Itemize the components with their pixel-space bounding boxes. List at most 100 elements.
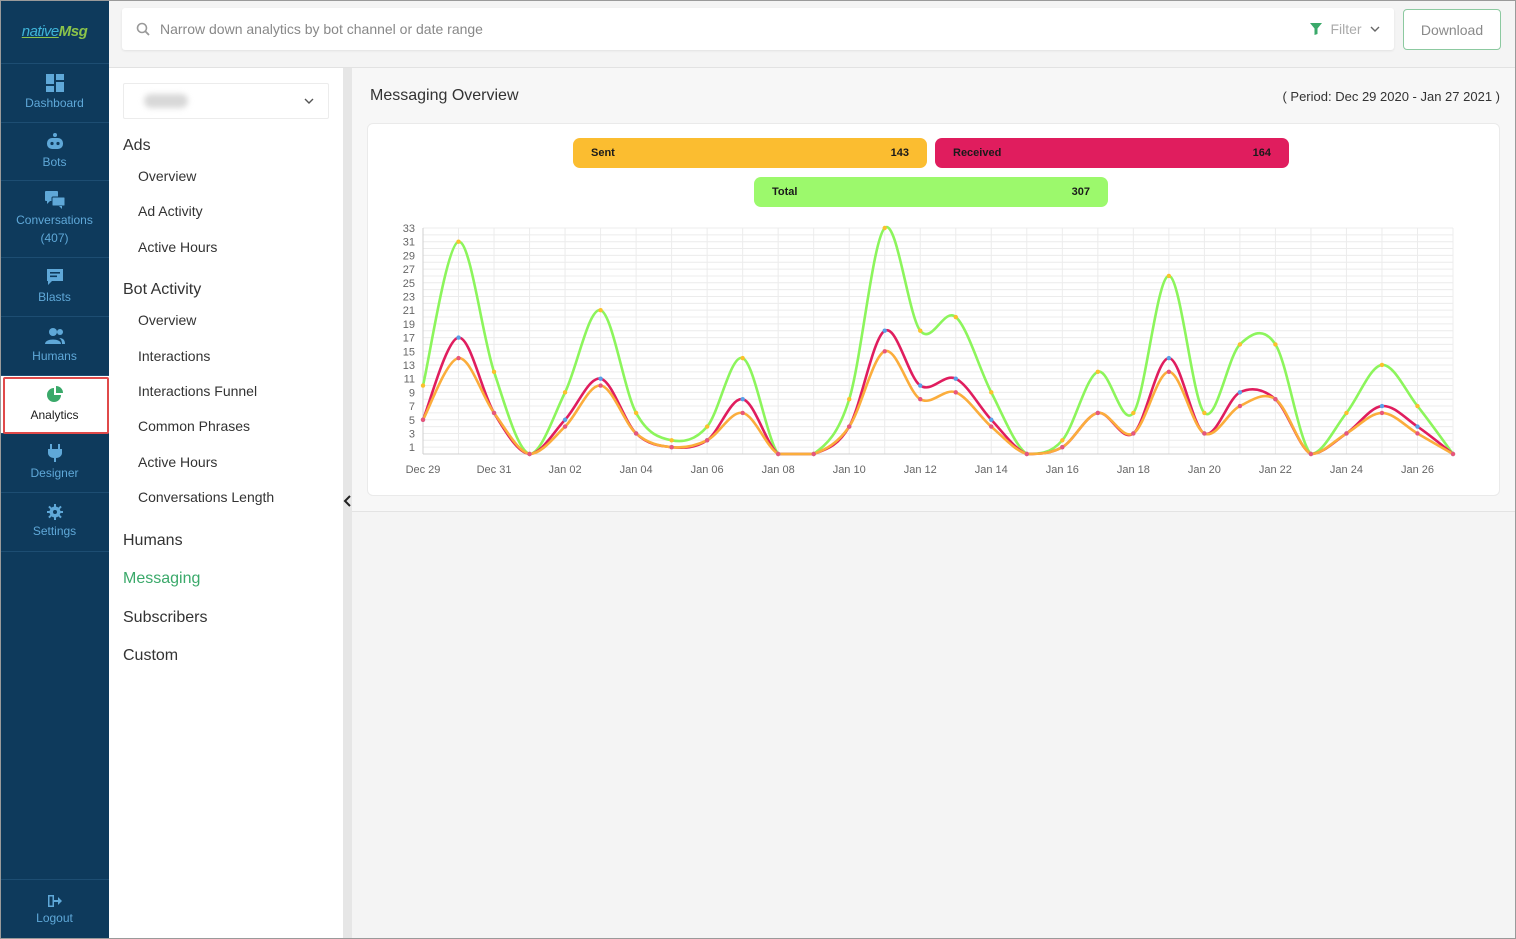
received-label: Received [953, 147, 1002, 159]
x-tick-label: Jan 12 [904, 464, 937, 476]
data-point-total [1237, 342, 1243, 347]
filter-icon [1310, 23, 1323, 35]
data-point-total [633, 410, 639, 416]
total-summary[interactable]: Total 307 [754, 177, 1108, 207]
download-button[interactable]: Download [1403, 9, 1501, 50]
section-custom[interactable]: Custom [123, 647, 179, 664]
data-point-received [1237, 390, 1243, 395]
nav-item-bots[interactable]: Bots [0, 123, 109, 181]
y-tick-label: 31 [403, 237, 415, 249]
data-point-sent [811, 451, 816, 457]
search-input[interactable] [160, 21, 1394, 37]
data-point-received [989, 417, 994, 422]
data-point-sent [1237, 403, 1243, 409]
sidebar-item-interactions[interactable]: Interactions [138, 348, 211, 364]
data-point-sent [1450, 451, 1456, 457]
section-messaging[interactable]: Messaging [123, 570, 201, 587]
nav-item-dashboard[interactable]: Dashboard [0, 64, 109, 123]
sidebar-item-bot-overview[interactable]: Overview [138, 312, 197, 328]
data-point-sent [989, 424, 994, 429]
data-point-received [1415, 424, 1420, 429]
x-tick-label: Jan 24 [1330, 464, 1363, 476]
section-humans[interactable]: Humans [123, 532, 183, 549]
sidebar-item-ads-overview[interactable]: Overview [138, 168, 197, 184]
data-point-received [953, 376, 958, 381]
analytics-sidebar: Ads Overview Ad Activity Active Hours Bo… [109, 68, 343, 939]
data-point-received [740, 397, 745, 402]
nav-item-settings[interactable]: Settings [0, 493, 109, 552]
designer-icon [47, 444, 62, 462]
data-point-sent [1379, 410, 1385, 416]
data-point-sent [775, 451, 781, 457]
gear-icon [46, 504, 63, 520]
data-point-total [491, 369, 497, 375]
data-point-total [847, 397, 852, 402]
data-point-sent [847, 424, 852, 429]
nav-label: Analytics [30, 407, 79, 422]
sidebar-item-conversations-length[interactable]: Conversations Length [138, 489, 275, 505]
nav-item-analytics[interactable]: Analytics [0, 376, 109, 434]
data-point-total [1060, 438, 1065, 443]
data-point-received [598, 376, 603, 381]
section-bot-activity[interactable]: Bot Activity [123, 281, 202, 298]
data-point-received [456, 335, 461, 340]
sidebar-item-bot-active-hours[interactable]: Active Hours [138, 454, 218, 470]
data-point-total [1415, 403, 1420, 409]
x-tick-label: Dec 31 [477, 464, 512, 476]
data-point-total [456, 239, 461, 244]
data-point-sent [1308, 451, 1314, 457]
data-point-total [1166, 273, 1172, 279]
data-point-total [598, 307, 603, 313]
logout-button[interactable]: Logout [0, 879, 109, 939]
section-subscribers[interactable]: Subscribers [123, 609, 208, 626]
x-tick-label: Jan 26 [1401, 464, 1434, 476]
sent-label: Sent [591, 147, 615, 159]
data-point-sent [456, 355, 461, 361]
y-tick-label: 1 [409, 442, 415, 454]
data-point-total [1273, 342, 1278, 347]
y-tick-label: 15 [403, 346, 415, 358]
data-point-total [1131, 410, 1136, 416]
section-ads[interactable]: Ads [123, 137, 151, 154]
data-point-sent [953, 390, 958, 395]
sent-summary[interactable]: Sent 143 [573, 138, 927, 168]
data-point-sent [1344, 431, 1349, 436]
sidebar-item-interactions-funnel[interactable]: Interactions Funnel [138, 383, 258, 399]
left-nav: native Msg Dashboard Bots Conversations (… [0, 0, 109, 939]
dashboard-icon [45, 74, 64, 92]
y-tick-label: 33 [403, 223, 415, 235]
total-label: Total [772, 186, 798, 198]
logout-label: Logout [36, 910, 73, 925]
x-tick-label: Jan 20 [1188, 464, 1221, 476]
nav-label: Humans [32, 349, 77, 363]
nav-item-humans[interactable]: Humans [0, 317, 109, 376]
data-point-total [882, 225, 887, 231]
received-summary[interactable]: Received 164 [935, 138, 1289, 168]
data-point-received [918, 383, 923, 388]
data-point-received [882, 328, 887, 333]
sidebar-item-common-phrases[interactable]: Common Phrases [138, 418, 251, 434]
nav-item-blasts[interactable]: Blasts [0, 258, 109, 317]
data-point-total [669, 438, 674, 443]
collapse-sidebar-button[interactable] [340, 490, 354, 512]
data-point-received [1166, 355, 1172, 361]
received-value: 164 [1252, 147, 1271, 159]
top-bar: Filter Download [109, 0, 1516, 68]
nav-item-designer[interactable]: Designer [0, 434, 109, 493]
filter-dropdown[interactable]: Filter [1296, 8, 1394, 50]
data-point-total [1095, 369, 1101, 375]
data-point-sent [1273, 397, 1278, 402]
nav-label: Designer [30, 466, 79, 480]
data-point-sent [527, 451, 532, 457]
sidebar-item-ad-activity[interactable]: Ad Activity [138, 203, 203, 219]
nav-item-conversations[interactable]: Conversations (407) [0, 181, 109, 258]
x-tick-label: Jan 16 [1046, 464, 1079, 476]
x-tick-label: Jan 10 [833, 464, 866, 476]
data-point-total [704, 424, 710, 429]
y-tick-label: 23 [403, 291, 415, 303]
logo[interactable]: native Msg [0, 0, 109, 64]
bot-selector[interactable] [123, 83, 329, 119]
sidebar-item-ads-active-hours[interactable]: Active Hours [138, 239, 218, 255]
data-point-total [953, 314, 958, 320]
chevron-down-icon [1370, 26, 1380, 32]
